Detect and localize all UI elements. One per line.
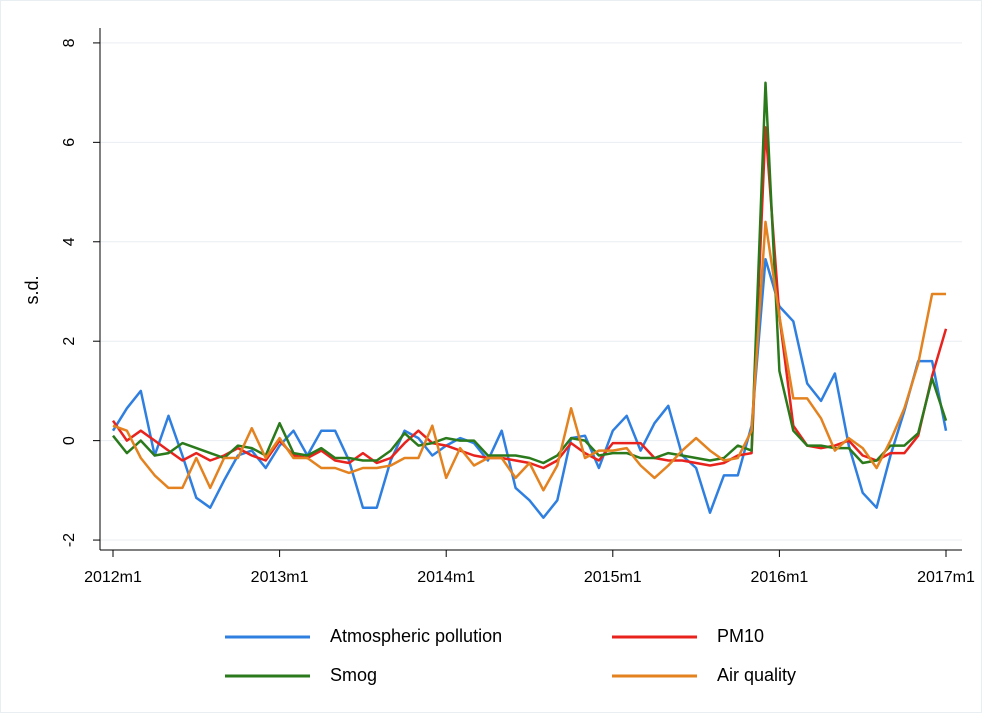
legend-label: Atmospheric pollution [330,626,502,646]
y-tick-label: 2 [61,337,78,346]
legend: Atmospheric pollution PM10 Smog Air quality [225,626,796,685]
legend-label: PM10 [717,626,764,646]
series-line [112,81,948,465]
series-line [111,257,948,519]
y-tick-label: 4 [61,237,78,246]
y-tick-label: 0 [61,436,78,445]
legend-label: Smog [330,665,377,685]
y-tick-label: 8 [61,38,78,47]
x-tick-label: 2014m1 [417,569,475,586]
x-tick-label: 2015m1 [584,569,642,586]
x-tick-label: 2012m1 [84,569,142,586]
x-tick-label: 2017m1 [917,569,975,586]
x-tick-label: 2016m1 [750,569,808,586]
legend-label: Air quality [717,665,796,685]
y-tick-label: -2 [61,533,78,547]
x-tick-label: 2013m1 [251,569,309,586]
y-tick-label: 6 [61,138,78,147]
series-line [112,220,946,492]
y-axis-title: s.d. [22,275,42,304]
